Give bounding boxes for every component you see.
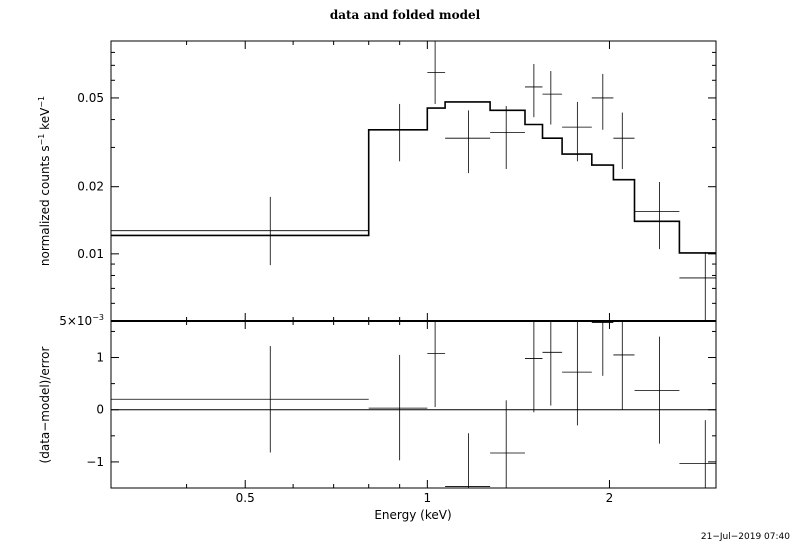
top-y-tick-label-base: 5×10 xyxy=(59,314,92,328)
residual-point xyxy=(445,433,491,488)
top-y-tick-label: 0.05 xyxy=(77,91,104,105)
residual-point xyxy=(542,321,563,406)
residual-point xyxy=(427,321,446,408)
top-y-tick-label: 0.02 xyxy=(77,180,104,194)
bottom-y-tick-label: 1 xyxy=(96,351,104,365)
top-y-tick-label: 0.01 xyxy=(77,247,104,261)
x-axis-label: Energy (keV) xyxy=(374,508,451,522)
residual-point xyxy=(634,336,680,444)
top-y-label-sup1: −1 xyxy=(37,134,46,146)
top-y-tick-label-exponent: −3 xyxy=(92,313,104,322)
residual-point xyxy=(524,321,543,413)
top-y-tick-label-base: 0.01 xyxy=(77,247,104,261)
data-point xyxy=(427,41,446,104)
top-y-label-mid: keV xyxy=(38,107,52,134)
top-y-tick-label: 5×10−3 xyxy=(59,313,104,328)
bottom-y-tick-label: −1 xyxy=(86,455,104,469)
bottom-panel-frame xyxy=(110,320,717,489)
x-tick-label: 0.5 xyxy=(236,491,255,505)
axes: 0.5 1 2 5×10−3 0.01 0.02 0.05 −1 0 1 xyxy=(59,40,717,505)
timestamp: 21−Jul−2019 07:40 xyxy=(701,532,790,542)
chart-title: data and folded model xyxy=(330,8,481,22)
top-panel-frame xyxy=(110,40,717,322)
data-point xyxy=(634,181,680,250)
data-point xyxy=(613,112,635,170)
x-tick-label: 1 xyxy=(424,491,432,505)
bottom-panel xyxy=(111,321,716,488)
residual-point xyxy=(562,321,592,426)
x-tick-label: 2 xyxy=(606,491,614,505)
bottom-y-axis-label: (data−model)/error xyxy=(38,346,52,463)
residual-point xyxy=(613,321,635,410)
data-point xyxy=(524,63,543,118)
data-point xyxy=(679,251,716,321)
top-y-tick-label-base: 0.05 xyxy=(77,91,104,105)
data-point xyxy=(562,101,592,162)
bottom-y-tick-label: 0 xyxy=(96,403,104,417)
top-y-tick-label-base: 0.02 xyxy=(77,180,104,194)
residual-point xyxy=(490,400,525,488)
top-y-label-base: normalized counts s xyxy=(38,145,52,266)
top-y-label-sup2: −1 xyxy=(37,96,46,108)
data-point xyxy=(591,74,614,130)
residual-point xyxy=(591,321,614,376)
top-panel xyxy=(111,41,716,321)
top-y-axis-label: normalized counts s−1 keV−1 xyxy=(37,96,52,266)
data-point xyxy=(490,106,525,170)
residual-point xyxy=(368,354,428,461)
data-point xyxy=(111,196,369,266)
model-histogram xyxy=(111,101,716,254)
data-point xyxy=(368,103,428,162)
data-point xyxy=(542,71,563,125)
data-point xyxy=(445,110,491,174)
residual-point xyxy=(111,346,369,453)
residual-point xyxy=(679,420,716,488)
